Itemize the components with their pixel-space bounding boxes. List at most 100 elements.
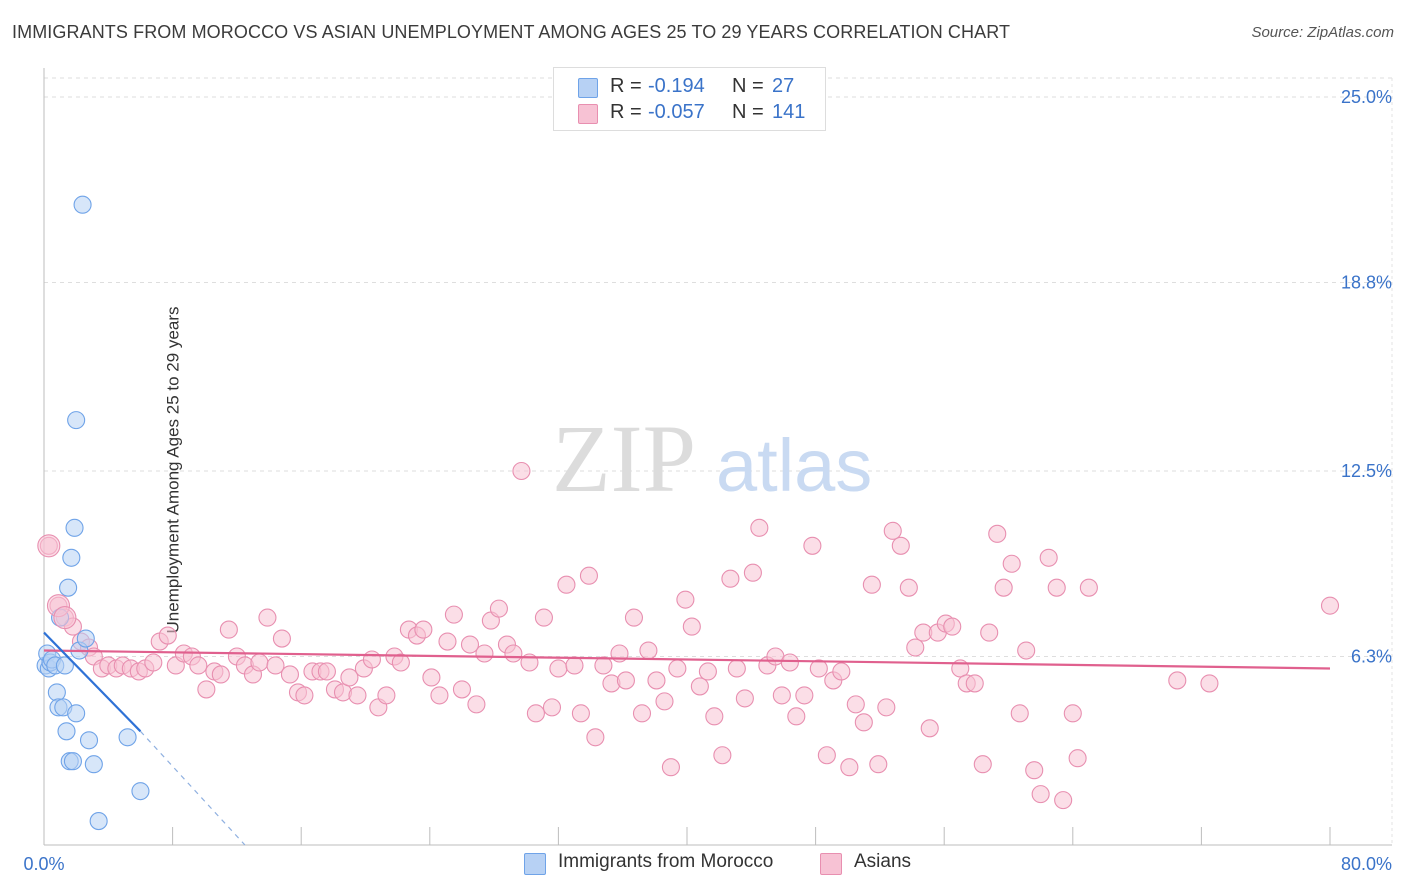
point-asians: [272, 629, 291, 648]
point-asians: [994, 578, 1013, 597]
point-asians: [906, 638, 925, 657]
point-asians: [317, 662, 336, 681]
point-asians: [1017, 641, 1036, 660]
point-asians: [1168, 671, 1187, 690]
point-morocco: [65, 518, 84, 537]
point-asians: [280, 665, 299, 684]
point-asians: [340, 668, 359, 687]
x-tick-label-min: 0.0%: [23, 854, 64, 874]
point-asians: [973, 755, 992, 774]
point-asians-large: [53, 606, 77, 630]
point-asians: [803, 536, 822, 555]
point-asians: [632, 704, 652, 723]
gridlines: [44, 77, 1393, 845]
legend-r-value: -0.057: [648, 101, 705, 123]
point-morocco: [67, 411, 86, 430]
legend-row-morocco: R = -0.194 N = 27: [554, 75, 825, 101]
point-asians: [750, 518, 769, 537]
point-asians: [586, 728, 605, 747]
point-asians: [377, 686, 396, 705]
point-asians: [526, 704, 545, 723]
point-asians: [1200, 674, 1219, 693]
watermark-atlas: atlas: [716, 424, 872, 507]
point-asians: [467, 695, 486, 714]
y-tick-label: 12.5%: [1341, 461, 1392, 481]
point-asians: [444, 605, 463, 624]
bottom-legend-label-asians: Asians: [854, 851, 912, 872]
point-asians: [743, 563, 762, 582]
point-asians: [144, 653, 163, 672]
point-asians: [869, 755, 888, 774]
legend-n-value: 27: [772, 75, 795, 97]
axes: [43, 68, 1392, 846]
point-asians: [713, 746, 732, 765]
point-asians: [512, 461, 531, 481]
point-asians: [414, 620, 433, 639]
point-asians: [1010, 704, 1029, 723]
point-asians: [690, 677, 709, 696]
trend-line-asians: [43, 649, 1331, 670]
point-asians: [549, 659, 568, 678]
point-asians: [489, 599, 508, 618]
point-morocco: [57, 722, 76, 741]
point-asians: [438, 632, 457, 651]
point-asians: [682, 617, 701, 636]
point-asians: [219, 620, 238, 639]
point-asians: [721, 569, 740, 588]
point-morocco: [63, 752, 82, 771]
point-asians: [348, 686, 367, 705]
legend-r-value: -0.194: [648, 75, 705, 97]
point-asians: [1031, 785, 1050, 804]
point-asians: [698, 662, 717, 681]
point-asians: [258, 608, 277, 627]
point-asians: [430, 686, 449, 705]
point-morocco: [59, 578, 78, 597]
point-asians: [1063, 704, 1082, 723]
point-asians: [891, 536, 910, 555]
point-morocco: [84, 755, 103, 774]
point-asians: [1068, 749, 1087, 768]
point-asians: [594, 656, 613, 675]
y-tick-label: 25.0%: [1341, 87, 1392, 107]
legend-swatch-morocco: [578, 78, 598, 98]
point-asians: [965, 674, 984, 693]
point-asians: [542, 698, 562, 717]
point-asians: [877, 698, 896, 717]
data-points: [36, 195, 1340, 831]
chart-source: Source: ZipAtlas.com: [1251, 24, 1394, 41]
point-asians: [668, 659, 687, 678]
correlation-legend: R = -0.194 N = 27 R = -0.057 N = 141: [553, 67, 826, 131]
point-morocco: [55, 656, 74, 675]
point-asians: [579, 566, 598, 585]
point-asians: [624, 608, 644, 627]
point-asians: [391, 653, 410, 672]
point-morocco: [118, 728, 137, 747]
point-asians: [883, 521, 902, 540]
point-asians: [534, 608, 553, 627]
legend-swatch-asians: [578, 104, 598, 124]
point-asians: [565, 656, 584, 675]
chart-title: IMMIGRANTS FROM MOROCCO VS ASIAN UNEMPLO…: [12, 22, 1011, 42]
point-asians: [557, 575, 576, 594]
point-asians: [362, 650, 381, 669]
point-asians: [655, 692, 674, 711]
legend-n-label: N =: [732, 75, 764, 97]
point-morocco: [73, 195, 92, 214]
point-asians: [705, 707, 724, 726]
point-asians: [795, 686, 814, 705]
point-asians: [1079, 578, 1098, 597]
point-asians: [988, 524, 1007, 543]
point-asians: [475, 644, 494, 663]
point-morocco: [67, 704, 86, 723]
point-morocco: [76, 629, 95, 648]
point-asians: [676, 590, 695, 609]
point-asians: [422, 668, 441, 687]
point-asians: [1039, 548, 1058, 567]
point-asians: [1047, 578, 1066, 597]
trend-line-morocco-extension: [140, 730, 246, 846]
point-asians: [787, 707, 806, 726]
point-asians: [1002, 554, 1021, 573]
tick-labels: 6.3% 12.5% 18.8% 25.0% 0.0% 80.0%: [23, 87, 1392, 874]
trend-line-morocco: [43, 631, 142, 733]
